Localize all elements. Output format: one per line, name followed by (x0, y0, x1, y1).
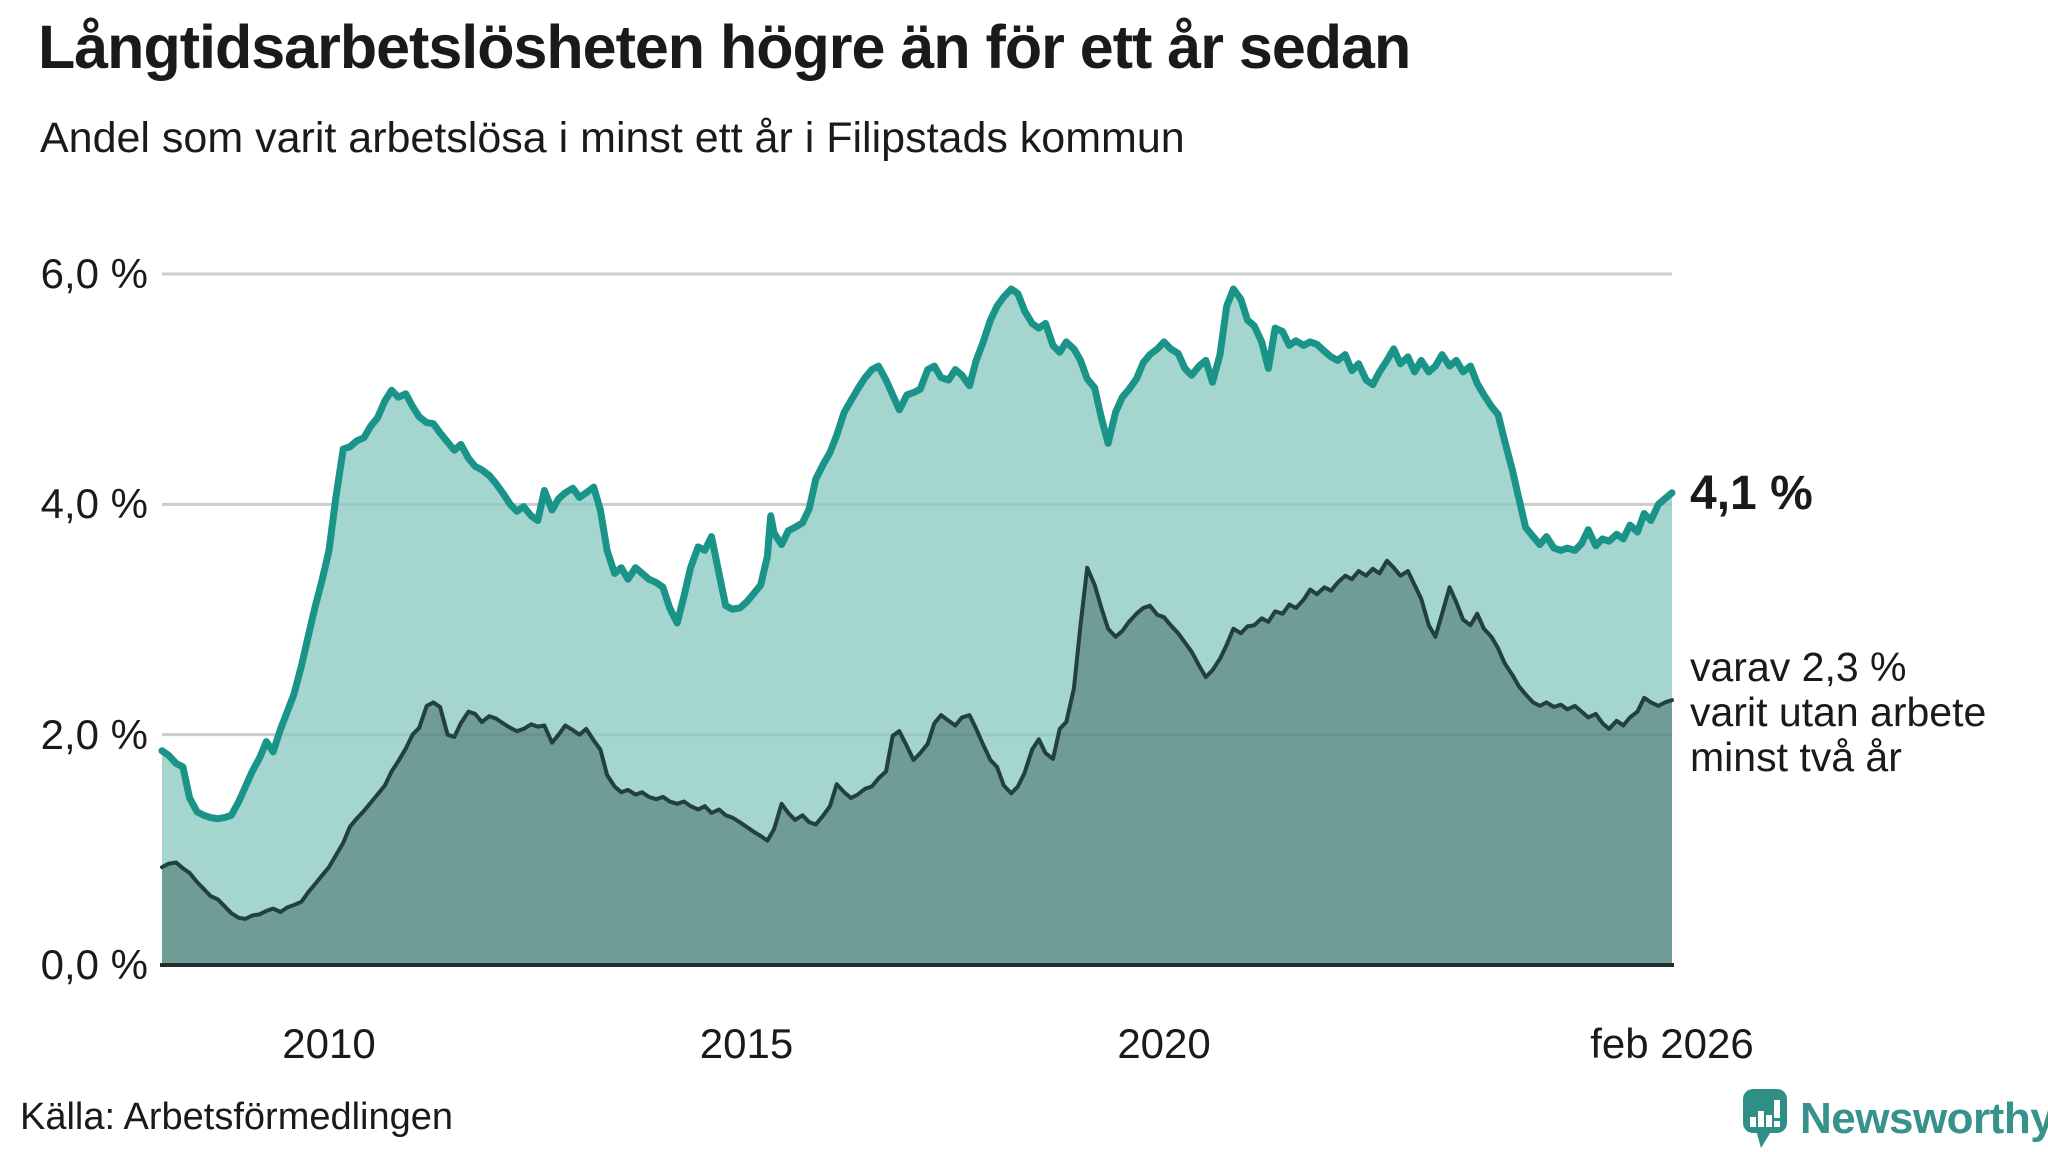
newsworthy-logo: Newsworthy (1742, 1088, 2048, 1150)
y-axis-label-6: 6,0 % (40, 250, 148, 297)
area-fill-two-years-unemployed (162, 560, 1672, 965)
x-axis-label-feb-2026: feb 2026 (1590, 1020, 1754, 1067)
chart-subtitle: Andel som varit arbetslösa i minst ett å… (40, 114, 1185, 162)
source-credit: Källa: Arbetsförmedlingen (20, 1096, 454, 1138)
end-note-line-1: varav 2,3 % (1690, 644, 1907, 691)
end-value-label-total: 4,1 % (1690, 466, 1813, 520)
x-axis-label-2015: 2015 (699, 1020, 794, 1067)
end-note-two-years: varav 2,3 % varit utan arbete minst två … (1690, 645, 1986, 780)
y-axis-label-4: 4,0 % (40, 480, 148, 528)
newsworthy-wordmark: Newsworthy (1800, 1094, 2048, 1143)
page-title: Långtidsarbetslösheten högre än för ett … (38, 13, 1411, 81)
line-total-unemployed (158, 285, 1676, 823)
end-note-line-3: minst två år (1690, 734, 1902, 781)
line-two-years-unemployed (160, 558, 1674, 921)
end-note-line-2: varit utan arbete (1690, 689, 1987, 736)
bar-chart-speech-bubble-icon (1743, 1089, 1787, 1148)
x-axis-label-2020: 2020 (1117, 1020, 1211, 1067)
y-axis-label-2: 2,0 % (40, 710, 148, 758)
x-axis-label-2010: 2010 (282, 1020, 376, 1067)
y-axis-label-0: 0,0 % (40, 941, 148, 988)
